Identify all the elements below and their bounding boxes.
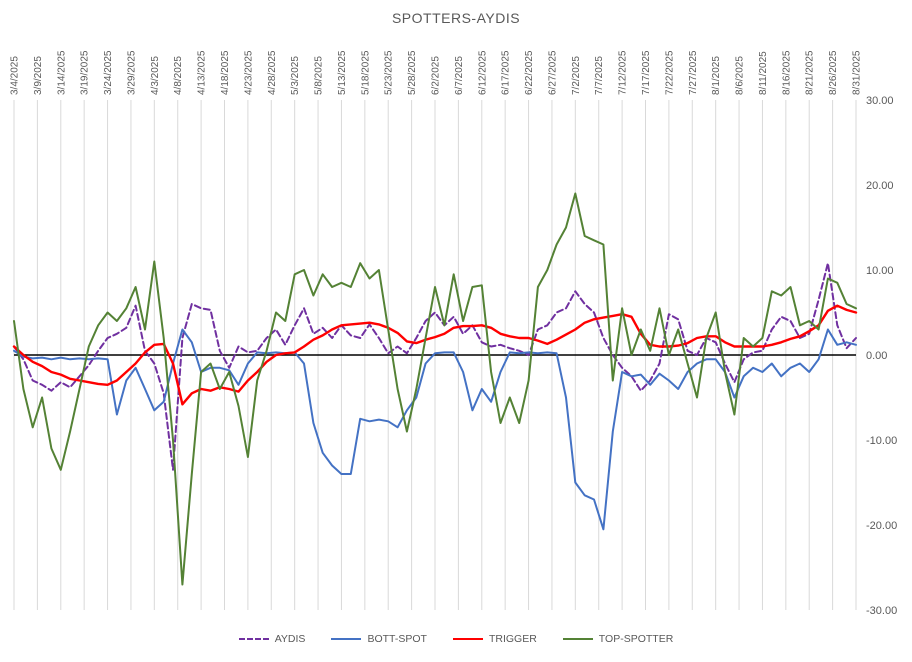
- series-line-top-spotter: [13, 192, 857, 586]
- y-axis-label: -20.00: [866, 520, 897, 532]
- x-axis-label: 4/28/2025: [267, 50, 278, 95]
- x-axis-label: 3/9/2025: [33, 56, 44, 95]
- x-axis-label: 5/23/2025: [384, 50, 395, 95]
- x-axis-label: 8/11/2025: [758, 51, 769, 95]
- legend-swatch-bott-spot: [331, 638, 362, 640]
- x-axis-label: 4/23/2025: [243, 50, 254, 95]
- y-axis-label: -10.00: [866, 435, 897, 447]
- legend-label: TRIGGER: [488, 633, 537, 645]
- x-axis-label: 8/26/2025: [828, 50, 839, 95]
- series-line-trigger: [12, 304, 858, 406]
- x-axis-label: 7/17/2025: [641, 50, 652, 95]
- y-axis-label: 20.00: [866, 180, 894, 192]
- x-axis-label: 4/3/2025: [150, 56, 161, 95]
- y-axis-label: -30.00: [866, 605, 897, 617]
- y-axis-label: 10.00: [866, 265, 894, 277]
- x-axis-label: 8/6/2025: [735, 56, 746, 95]
- x-axis-label: 6/2/2025: [431, 56, 442, 95]
- legend-label: AYDIS: [274, 633, 306, 645]
- x-axis-label: 3/4/2025: [10, 56, 21, 95]
- x-axis-label: 8/31/2025: [852, 50, 863, 95]
- legend-label: TOP-SPOTTER: [598, 633, 674, 645]
- legend-swatch-top-spotter: [562, 638, 593, 640]
- x-axis-label: 4/18/2025: [220, 50, 231, 95]
- legend-swatch-trigger: [452, 638, 483, 640]
- legend-item-trigger[interactable]: TRIGGER: [452, 633, 537, 645]
- x-axis-label: 5/8/2025: [314, 56, 325, 95]
- chart-title: SPOTTERS-AYDIS: [391, 10, 521, 26]
- x-axis-label: 5/28/2025: [407, 50, 418, 95]
- x-axis-label: 7/27/2025: [688, 50, 699, 95]
- x-axis-label: 6/27/2025: [547, 50, 558, 95]
- legend-item-bott-spot[interactable]: BOTT-SPOT: [331, 633, 427, 645]
- x-axis-label: 8/16/2025: [781, 50, 792, 95]
- y-axis-label: 30.00: [866, 95, 894, 107]
- x-axis-label: 6/12/2025: [477, 50, 488, 95]
- x-axis-label: 4/8/2025: [173, 56, 184, 95]
- series-line-aydis: [13, 262, 857, 471]
- x-axis-label: 7/2/2025: [571, 56, 582, 95]
- legend-swatch-aydis: [238, 638, 269, 640]
- x-axis-label: 7/12/2025: [618, 50, 629, 95]
- legend: AYDIS BOTT-SPOT TRIGGER TOP-SPOTTER: [0, 633, 912, 645]
- x-axis-label: 3/29/2025: [126, 50, 137, 95]
- x-axis-label: 6/17/2025: [501, 50, 512, 95]
- y-axis-label: 0.00: [866, 350, 887, 362]
- legend-label: BOTT-SPOT: [367, 633, 427, 645]
- x-axis-label: 5/13/2025: [337, 50, 348, 95]
- x-axis-label: 7/7/2025: [594, 56, 605, 95]
- series-line-bott-spot: [13, 328, 857, 531]
- x-axis-label: 3/14/2025: [56, 50, 67, 95]
- x-axis-label: 4/13/2025: [197, 50, 208, 95]
- legend-item-aydis[interactable]: AYDIS: [238, 633, 306, 645]
- legend-item-top-spotter[interactable]: TOP-SPOTTER: [562, 633, 674, 645]
- x-axis-label: 3/19/2025: [80, 50, 91, 95]
- x-axis-label: 8/1/2025: [711, 56, 722, 95]
- x-axis-label: 6/22/2025: [524, 50, 535, 95]
- x-axis-label: 7/22/2025: [664, 50, 675, 95]
- x-axis-label: 5/18/2025: [360, 50, 371, 95]
- x-axis-label: 5/3/2025: [290, 56, 301, 95]
- x-axis-label: 6/7/2025: [454, 56, 465, 95]
- x-axis-label: 8/21/2025: [805, 50, 816, 95]
- x-axis-label: 3/24/2025: [103, 50, 114, 95]
